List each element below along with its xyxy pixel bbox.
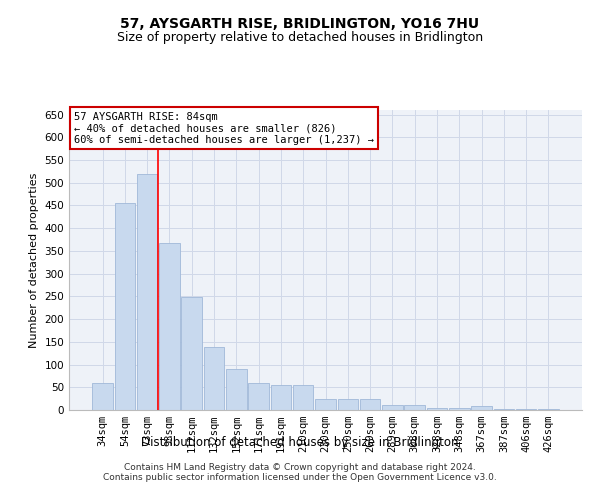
Bar (382, 406, 403, 410)
Bar (449, 408, 470, 410)
Bar (159, 243, 180, 410)
Bar (427, 408, 447, 410)
Text: Distribution of detached houses by size in Bridlington: Distribution of detached houses by size … (141, 436, 459, 449)
Bar (115, 203, 135, 410)
Bar (92, 382, 113, 410)
Text: 57 AYSGARTH RISE: 84sqm
← 40% of detached houses are smaller (826)
60% of semi-d: 57 AYSGARTH RISE: 84sqm ← 40% of detache… (74, 112, 374, 144)
Bar (204, 348, 224, 410)
Bar (538, 409, 559, 410)
Bar (271, 385, 291, 410)
Bar (181, 298, 202, 410)
Bar (226, 369, 247, 410)
Y-axis label: Number of detached properties: Number of detached properties (29, 172, 39, 348)
Text: 57, AYSGARTH RISE, BRIDLINGTON, YO16 7HU: 57, AYSGARTH RISE, BRIDLINGTON, YO16 7HU (121, 18, 479, 32)
Bar (338, 398, 358, 410)
Bar (471, 406, 492, 410)
Bar (404, 406, 425, 410)
Bar (315, 398, 336, 410)
Bar (293, 385, 313, 410)
Bar (248, 382, 269, 410)
Bar (494, 408, 514, 410)
Bar (516, 408, 536, 410)
Bar (137, 174, 157, 410)
Text: Contains HM Land Registry data © Crown copyright and database right 2024.
Contai: Contains HM Land Registry data © Crown c… (103, 463, 497, 482)
Bar (360, 398, 380, 410)
Text: Size of property relative to detached houses in Bridlington: Size of property relative to detached ho… (117, 31, 483, 44)
